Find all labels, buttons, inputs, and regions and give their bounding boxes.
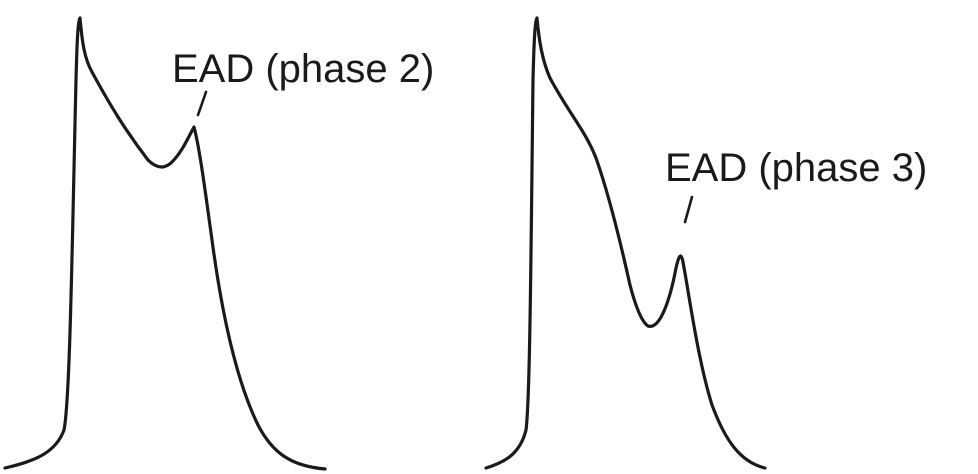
phase-2-pointer: [196, 90, 208, 117]
panel-phase-2: EAD (phase 2): [3, 16, 434, 471]
phase-3-pointer: [683, 195, 694, 224]
action-potential-trace-phase-2: [3, 16, 327, 471]
action-potential-trace-phase-3: [484, 16, 767, 470]
panel-phase-3: EAD (phase 3): [484, 16, 927, 470]
phase-2-label: EAD (phase 2): [172, 47, 434, 91]
phase-3-label: EAD (phase 3): [665, 146, 927, 190]
